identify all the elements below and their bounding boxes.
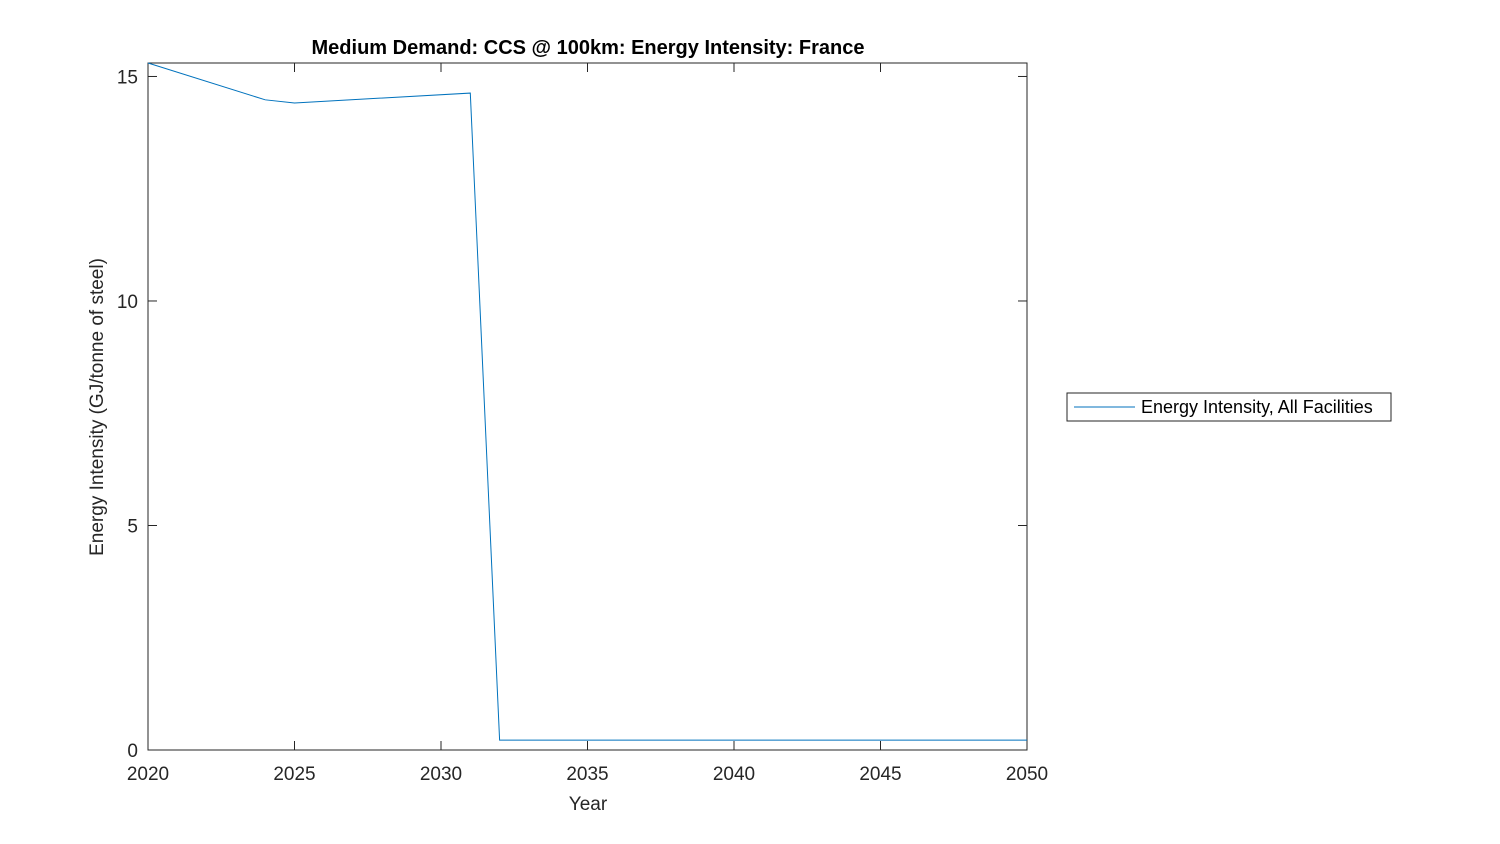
plot-frame	[147, 62, 1028, 751]
y-axis-label: Energy Intensity (GJ/tonne of steel)	[87, 258, 108, 556]
y-tick-label: 5	[127, 516, 138, 537]
x-tick-label: 2045	[859, 764, 901, 785]
line-series	[147, 62, 1027, 741]
y-tick-label: 10	[117, 292, 138, 313]
chart-title: Medium Demand: CCS @ 100km: Energy Inten…	[312, 37, 865, 59]
x-tick-label: 2020	[127, 764, 169, 785]
x-tick-label: 2040	[713, 764, 755, 785]
legend-label: Energy Intensity, All Facilities	[1141, 397, 1373, 417]
y-tick-label: 0	[127, 741, 138, 762]
x-tick-label: 2035	[566, 764, 608, 785]
x-axis-label: Year	[569, 794, 608, 815]
x-tick-label: 2025	[273, 764, 315, 785]
x-tick-label: 2030	[420, 764, 462, 785]
x-tick-label: 2050	[1006, 764, 1048, 785]
y-tick-label: 15	[117, 67, 138, 88]
